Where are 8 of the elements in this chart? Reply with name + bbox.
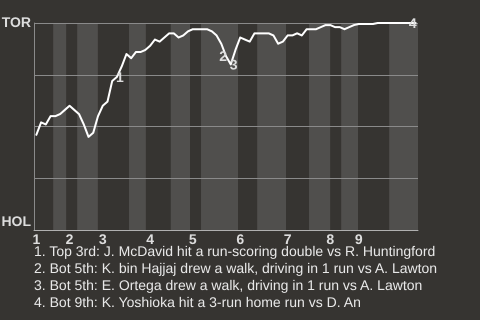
text: TOR [2, 14, 32, 30]
annotation: 1 [116, 68, 124, 85]
annotation: 3 [230, 56, 238, 72]
text: 4. Bot 9th: K. Yoshioka hit a 3-run home run vs D. An [34, 294, 361, 310]
text: HOL [1, 213, 32, 229]
annotation: 2 [219, 48, 228, 64]
text: 2. Bot 5th: K. bin Hajjaj drew a walk, driving in 1 run vs A. Lawton [34, 260, 438, 276]
text: 3. Bot 5th: E. Ortega drew a walk, driving in 1 run vs A. Lawton [34, 277, 422, 293]
